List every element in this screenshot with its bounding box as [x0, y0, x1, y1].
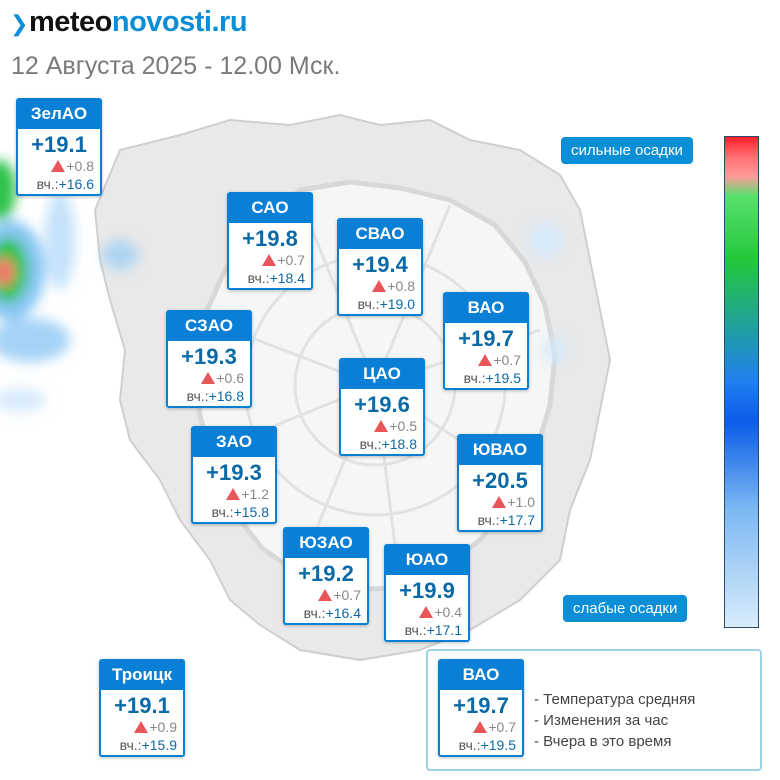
yesterday-value: +16.8: [208, 388, 244, 404]
yesterday-value: +17.1: [426, 622, 462, 638]
district-name: СВАО: [339, 220, 421, 249]
district-name: ЗАО: [193, 428, 275, 457]
district-name: ЮАО: [386, 546, 468, 575]
logo-mark-icon: ❯: [10, 11, 28, 36]
district-card-zelao[interactable]: ЗелАО +19.1 +0.8 вч.:+16.6: [16, 98, 102, 196]
hourly-change: +0.8: [387, 278, 415, 294]
yesterday-prefix: вч.:: [247, 270, 270, 286]
temperature-value: +20.5: [472, 468, 528, 493]
yesterday-prefix: вч.:: [303, 605, 326, 621]
yesterday-prefix: вч.:: [211, 504, 234, 520]
district-card-yuao[interactable]: ЮАО +19.9 +0.4 вч.:+17.1: [384, 544, 470, 642]
hourly-change: +0.5: [389, 418, 417, 434]
temperature-value: +19.7: [453, 693, 509, 718]
rise-triangle-icon: [201, 372, 216, 384]
legend-descriptions: - Температура средняя - Изменения за час…: [534, 689, 695, 752]
temperature-value: +19.3: [206, 460, 262, 485]
yesterday-prefix: вч.:: [458, 737, 481, 753]
legend-line-temperature: - Температура средняя: [534, 691, 696, 708]
legend-example-card: ВАО +19.7 +0.7 вч.:+19.5: [438, 659, 524, 757]
temperature-value: +19.3: [181, 344, 237, 369]
temperature-value: +19.9: [399, 578, 455, 603]
district-card-yuvao[interactable]: ЮВАО +20.5 +1.0 вч.:+17.7: [457, 434, 543, 532]
rise-triangle-icon: [492, 496, 507, 508]
hourly-change: +0.7: [333, 587, 361, 603]
district-card-vao[interactable]: ВАО +19.7 +0.7 вч.:+19.5: [443, 292, 529, 390]
district-card-zao[interactable]: ЗАО +19.3 +1.2 вч.:+15.8: [191, 426, 277, 524]
temperature-value: +19.1: [114, 693, 170, 718]
yesterday-value: +19.5: [480, 737, 516, 753]
hourly-change: +0.6: [216, 370, 244, 386]
site-logo[interactable]: ❯meteonovosti.ru: [10, 6, 248, 39]
rise-triangle-icon: [473, 721, 488, 733]
yesterday-value: +18.8: [381, 436, 417, 452]
rise-triangle-icon: [419, 606, 434, 618]
district-name: САО: [229, 194, 311, 223]
rise-triangle-icon: [226, 488, 241, 500]
date-time-title: 12 Августа 2025 - 12.00 Мск.: [11, 52, 341, 80]
rise-triangle-icon: [318, 589, 333, 601]
yesterday-prefix: вч.:: [119, 737, 142, 753]
rise-triangle-icon: [374, 420, 389, 432]
legend-line-change: - Изменения за час: [534, 712, 669, 729]
yesterday-value: +15.9: [141, 737, 177, 753]
district-card-szao[interactable]: СЗАО +19.3 +0.6 вч.:+16.8: [166, 310, 252, 408]
hourly-change: +1.0: [507, 494, 535, 510]
district-card-troitsk[interactable]: Троицк +19.1 +0.9 вч.:+15.9: [99, 659, 185, 757]
district-name: ЦАО: [341, 360, 423, 389]
yesterday-value: +19.0: [379, 296, 415, 312]
logo-text-meteo: meteo: [28, 6, 112, 38]
district-name: ЗелАО: [18, 100, 100, 129]
weak-precip-label: слабые осадки: [563, 595, 688, 622]
yesterday-value: +17.7: [499, 512, 535, 528]
yesterday-prefix: вч.:: [359, 436, 382, 452]
hourly-change: +0.9: [149, 719, 177, 735]
temperature-value: +19.4: [352, 252, 408, 277]
hourly-change: +0.4: [434, 604, 462, 620]
logo-text-novosti: novosti.ru: [111, 6, 248, 38]
district-card-svao[interactable]: СВАО +19.4 +0.8 вч.:+19.0: [337, 218, 423, 316]
yesterday-value: +16.4: [325, 605, 361, 621]
district-card-sao[interactable]: САО +19.8 +0.7 вч.:+18.4: [227, 192, 313, 290]
district-name: ВАО: [445, 294, 527, 323]
yesterday-prefix: вч.:: [477, 512, 500, 528]
precip-color-scale: [724, 136, 759, 628]
strong-precip-label: сильные осадки: [561, 137, 693, 164]
hourly-change: +0.7: [493, 352, 521, 368]
yesterday-value: +18.4: [269, 270, 305, 286]
district-card-yuzao[interactable]: ЮЗАО +19.2 +0.7 вч.:+16.4: [283, 527, 369, 625]
rise-triangle-icon: [262, 254, 277, 266]
district-name: ЮВАО: [459, 436, 541, 465]
district-card-tsao[interactable]: ЦАО +19.6 +0.5 вч.:+18.8: [339, 358, 425, 456]
hourly-change: +0.8: [66, 158, 94, 174]
district-name: Троицк: [101, 661, 183, 690]
district-name: ВАО: [440, 661, 522, 690]
rise-triangle-icon: [134, 721, 149, 733]
hourly-change: +0.7: [488, 719, 516, 735]
yesterday-prefix: вч.:: [463, 370, 486, 386]
district-name: СЗАО: [168, 312, 250, 341]
yesterday-prefix: вч.:: [404, 622, 427, 638]
district-name: ЮЗАО: [285, 529, 367, 558]
yesterday-value: +19.5: [485, 370, 521, 386]
temperature-value: +19.7: [458, 326, 514, 351]
temperature-value: +19.1: [31, 132, 87, 157]
hourly-change: +0.7: [277, 252, 305, 268]
hourly-change: +1.2: [241, 486, 269, 502]
yesterday-prefix: вч.:: [357, 296, 380, 312]
rise-triangle-icon: [51, 160, 66, 172]
yesterday-prefix: вч.:: [36, 176, 59, 192]
yesterday-value: +15.8: [233, 504, 269, 520]
temperature-value: +19.6: [354, 392, 410, 417]
yesterday-value: +16.6: [58, 176, 94, 192]
temperature-value: +19.8: [242, 226, 298, 251]
rise-triangle-icon: [372, 280, 387, 292]
yesterday-prefix: вч.:: [186, 388, 209, 404]
temperature-value: +19.2: [298, 561, 354, 586]
rise-triangle-icon: [478, 354, 493, 366]
legend-line-yesterday: - Вчера в это время: [534, 733, 672, 750]
